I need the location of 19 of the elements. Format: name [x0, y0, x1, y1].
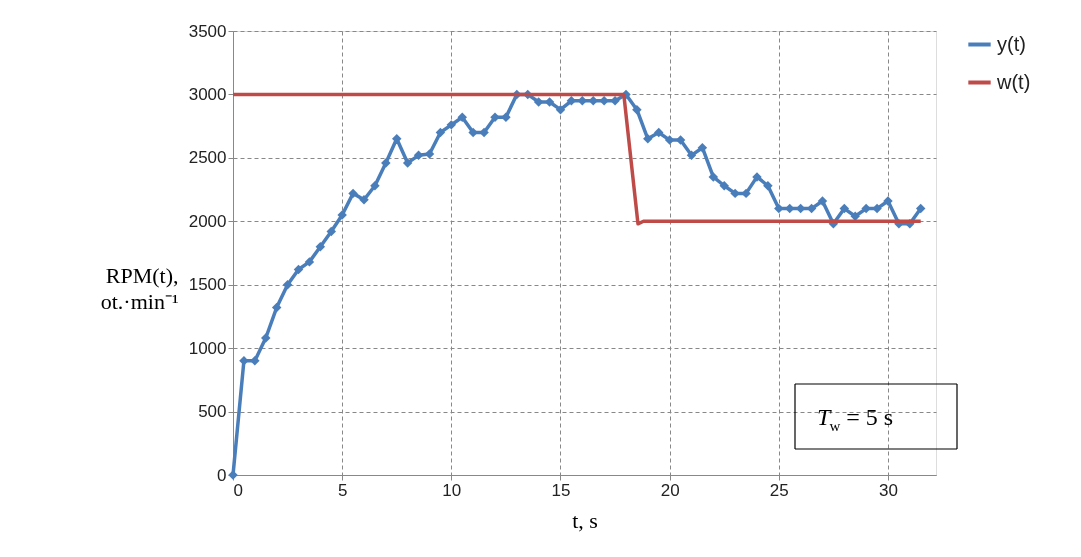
y-tick-label: 3500: [188, 21, 227, 41]
y-tick-label: 500: [198, 402, 227, 422]
legend-label: y(t): [997, 32, 1026, 55]
x-axis-title: t, s: [572, 507, 598, 533]
x-tick-label: 5: [337, 480, 348, 500]
x-tick-label: 20: [660, 480, 680, 500]
x-tick-label: 15: [551, 480, 571, 500]
y-tick-label: 0: [217, 465, 227, 485]
x-tick-label: 0: [233, 480, 243, 500]
y-tick-label: 2500: [188, 148, 227, 168]
y-tick-label: 2000: [188, 211, 227, 231]
x-tick-label: 25: [769, 480, 789, 500]
x-tick-label: 30: [879, 480, 898, 500]
y-tick-label: 3000: [188, 84, 227, 104]
legend-label: w(t): [996, 70, 1031, 93]
y-tick-label: 1000: [188, 338, 227, 358]
x-tick-label: 10: [442, 480, 462, 500]
y-tick-label: 1500: [188, 275, 227, 295]
y-axis-title: RPM(t), ot.·min⁻¹: [100, 262, 179, 314]
